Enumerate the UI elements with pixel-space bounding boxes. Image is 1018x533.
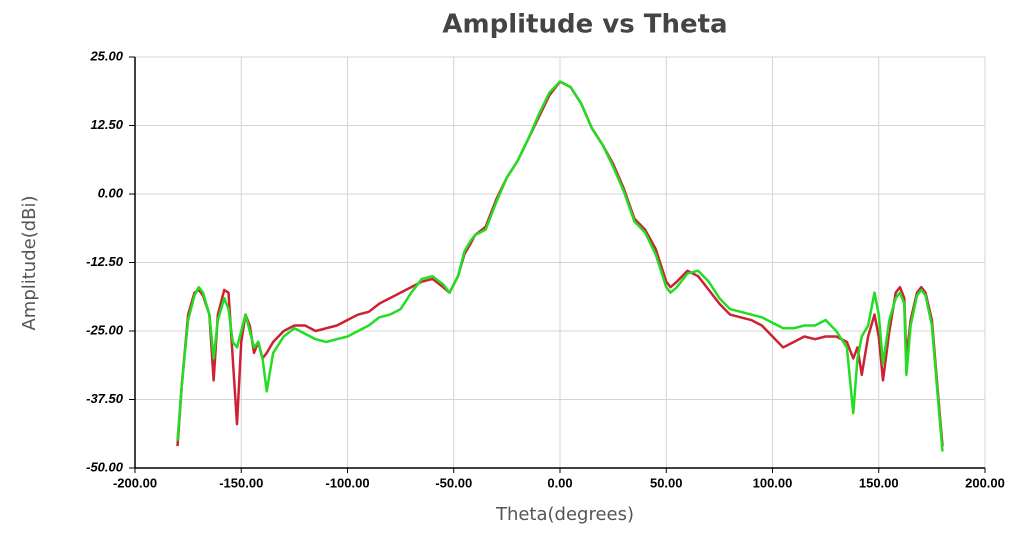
x-tick-label: 50.00	[650, 475, 683, 490]
x-tick-label: -100.00	[325, 475, 369, 490]
x-tick-label: 150.00	[859, 475, 899, 490]
x-tick-label: 0.00	[547, 475, 572, 490]
x-tick-label: -150.00	[219, 475, 263, 490]
y-tick-label: -37.50	[86, 391, 124, 406]
chart-title: Amplitude vs Theta	[442, 10, 727, 40]
y-tick-label: -25.00	[86, 322, 124, 337]
x-tick-label: -50.00	[435, 475, 472, 490]
y-tick-label: 0.00	[98, 185, 124, 200]
x-axis-label: Theta(degrees)	[495, 504, 634, 525]
x-tick-label: 200.00	[965, 475, 1005, 490]
y-tick-label: 12.50	[90, 117, 123, 132]
y-tick-label: -50.00	[86, 459, 124, 474]
series-line	[176, 80, 944, 452]
x-tick-label: -200.00	[113, 475, 157, 490]
x-tick-label: 100.00	[753, 475, 793, 490]
y-tick-label: -12.50	[86, 254, 124, 269]
y-tick-label: 25.00	[89, 48, 123, 63]
y-axis-label: Amplitude(dBi)	[19, 195, 40, 330]
